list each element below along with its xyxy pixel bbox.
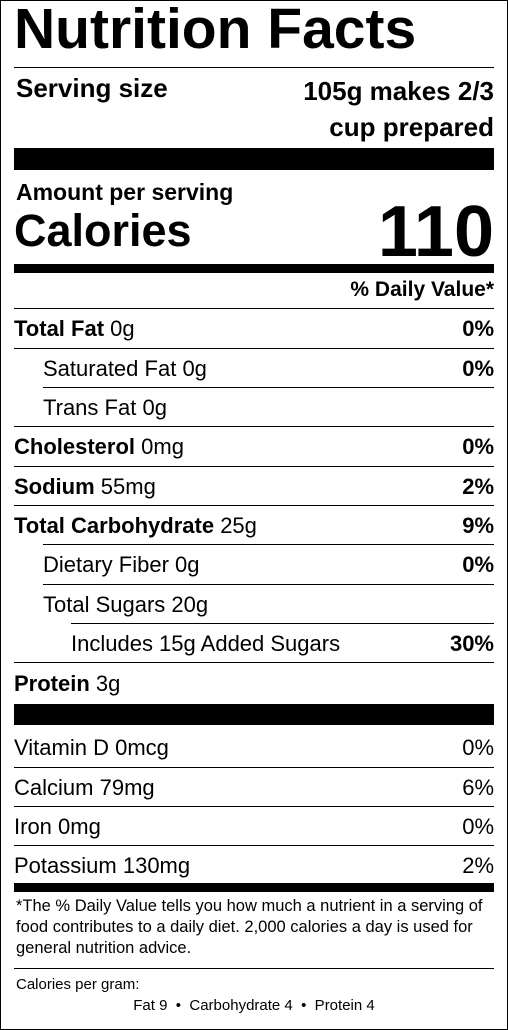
vitamin-name: Potassium [14, 852, 117, 878]
calories-label: Calories [14, 205, 192, 256]
nutrient-name: Total Fat [14, 315, 105, 341]
nutrient-amount: 20g [171, 591, 209, 617]
divider [43, 387, 494, 388]
nutrient-dv: 0% [462, 315, 494, 341]
nutrient-name: Sodium [14, 473, 95, 499]
vitamin-name: Iron [14, 813, 52, 839]
nutrient-row-cholesterol: Cholesterol 0mg 0% [14, 427, 494, 466]
daily-value-header: % Daily Value* [350, 278, 494, 301]
divider [71, 623, 494, 624]
divider [14, 662, 494, 663]
divider [14, 767, 494, 768]
vitamin-dv: 6% [462, 774, 494, 800]
vitamin-row-calcium: Calcium 79mg 6% [14, 768, 494, 807]
nutrient-amount: 0g [182, 355, 207, 381]
nutrient-name: Includes 15g Added Sugars [71, 630, 341, 656]
nutrient-name: Protein [14, 670, 90, 696]
serving-size-line-1: 105g makes 2/3 [303, 76, 494, 106]
divider [14, 67, 494, 68]
serving-size-value: 105g makes 2/3 cup prepared [234, 73, 494, 145]
label-title: Nutrition Facts [14, 0, 417, 61]
thick-divider [14, 704, 494, 725]
divider [14, 968, 494, 969]
divider [43, 544, 494, 545]
divider [14, 348, 494, 349]
calories-value: 110 [377, 192, 494, 272]
nutrient-dv: 0% [462, 433, 494, 459]
nutrient-amount: 0g [110, 315, 135, 341]
vitamin-dv: 0% [462, 813, 494, 839]
nutrient-amount: 3g [95, 670, 121, 696]
vitamin-name: Vitamin D [14, 734, 109, 760]
nutrient-dv: 0% [462, 355, 494, 381]
daily-value-footnote: *The % Daily Value tells you how much a … [16, 897, 483, 957]
nutrient-amount: 0g [142, 394, 167, 420]
divider [14, 845, 494, 846]
vitamin-dv: 2% [462, 852, 494, 878]
vitamin-amount: 130mg [122, 852, 191, 878]
nutrient-row-sodium: Sodium 55mg 2% [14, 467, 494, 506]
divider [14, 426, 494, 427]
nutrient-row-total-sugars: Total Sugars 20g [14, 585, 494, 624]
nutrient-dv: 9% [462, 512, 494, 538]
vitamin-row-iron: Iron 0mg 0% [14, 807, 494, 846]
calories-per-gram-label: Calories per gram: [16, 976, 140, 993]
nutrient-name: Dietary Fiber [43, 551, 169, 577]
nutrient-row-total-carbohydrate: Total Carbohydrate 25g 9% [14, 506, 494, 545]
vitamin-row-vitamin-d: Vitamin D 0mcg 0% [14, 728, 494, 767]
medium-divider [14, 264, 494, 273]
vitamin-row-potassium: Potassium 130mg 2% [14, 846, 494, 885]
nutrient-row-trans-fat: Trans Fat 0g [14, 388, 494, 427]
nutrient-amount: 25g [220, 512, 257, 538]
medium-divider [14, 883, 494, 892]
divider [14, 505, 494, 506]
nutrient-name: Cholesterol [14, 433, 136, 459]
divider [43, 584, 494, 585]
nutrient-row-total-fat: Total Fat 0g 0% [14, 309, 494, 348]
serving-size-label: Serving size [16, 73, 168, 103]
nutrient-row-saturated-fat: Saturated Fat 0g 0% [14, 349, 494, 388]
nutrient-amount: 55mg [100, 473, 156, 499]
nutrient-row-dietary-fiber: Dietary Fiber 0g 0% [14, 545, 494, 584]
nutrient-dv: 30% [449, 630, 494, 656]
amount-per-serving: Amount per serving [16, 179, 234, 205]
thick-divider [14, 148, 494, 170]
serving-size-line-2: cup prepared [329, 112, 494, 142]
nutrient-name: Trans Fat [43, 394, 137, 420]
divider [14, 308, 494, 309]
nutrient-amount: 0g [175, 551, 200, 577]
vitamin-name: Calcium [14, 774, 94, 800]
vitamin-dv: 0% [462, 734, 494, 760]
divider [14, 806, 494, 807]
nutrient-name: Total Sugars [43, 591, 166, 617]
nutrient-row-protein: Protein 3g [14, 664, 494, 703]
divider [14, 466, 494, 467]
vitamin-amount: 0mcg [115, 734, 169, 760]
calories-per-gram-values: Fat 9 • Carbohydrate 4 • Protein 4 [133, 997, 375, 1014]
nutrient-name: Saturated Fat [43, 355, 177, 381]
vitamin-amount: 79mg [99, 774, 155, 800]
vitamin-amount: 0mg [58, 813, 101, 839]
nutrient-dv: 0% [462, 551, 494, 577]
nutrient-row-added-sugars: Includes 15g Added Sugars 30% [14, 624, 494, 663]
nutrient-name: Total Carbohydrate [14, 512, 215, 538]
nutrient-dv: 2% [462, 473, 494, 499]
nutrient-amount: 0mg [141, 433, 184, 459]
